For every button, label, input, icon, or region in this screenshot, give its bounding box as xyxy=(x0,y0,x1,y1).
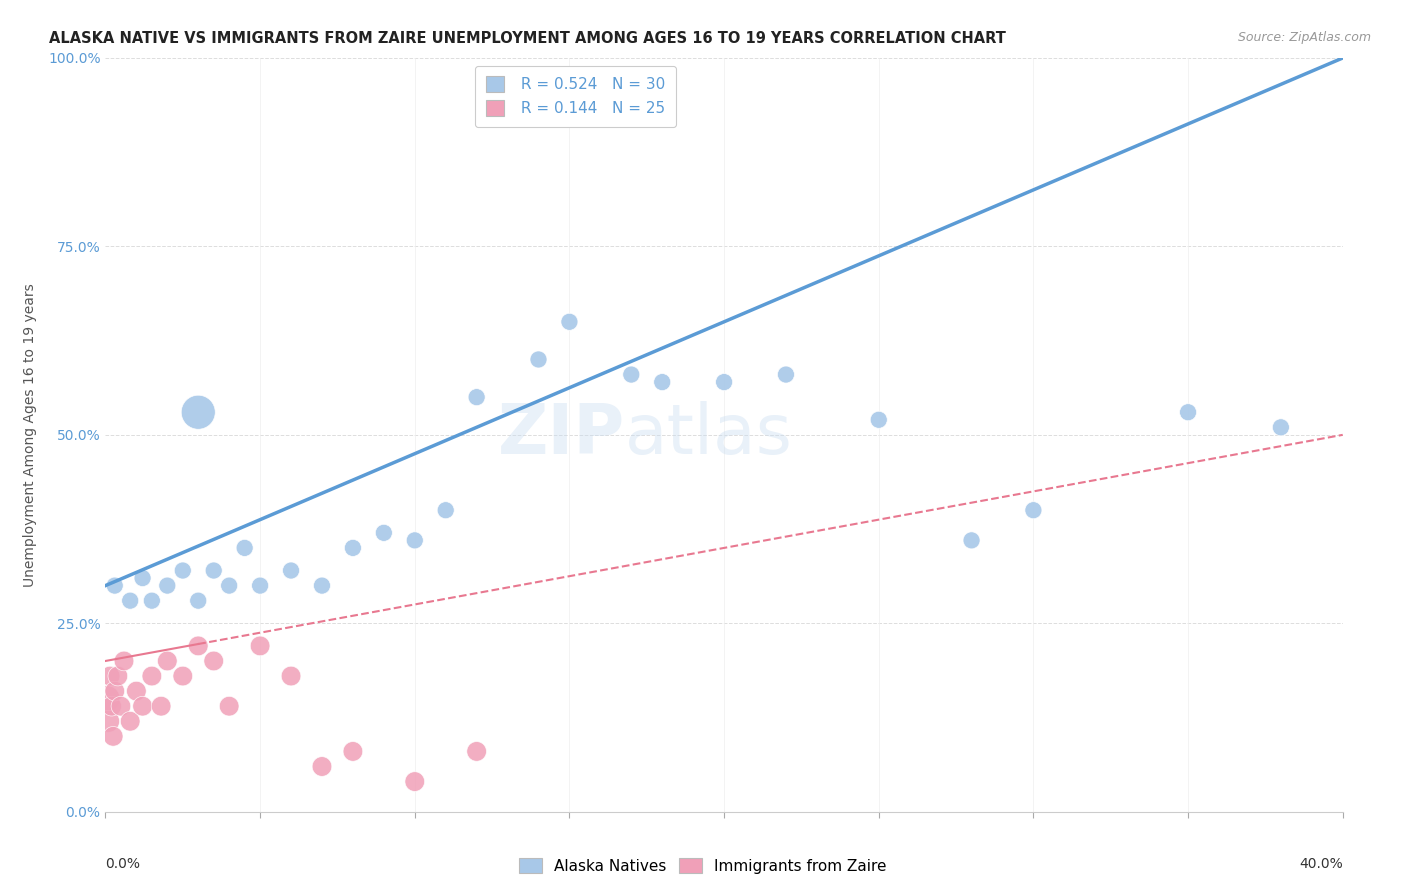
Text: 40.0%: 40.0% xyxy=(1299,857,1343,871)
Point xyxy=(107,669,129,683)
Point xyxy=(651,375,673,389)
Point xyxy=(172,564,194,578)
Point xyxy=(156,654,179,668)
Point xyxy=(342,541,364,555)
Point xyxy=(97,714,120,729)
Point xyxy=(620,368,643,382)
Point xyxy=(104,579,127,593)
Point xyxy=(141,669,163,683)
Point xyxy=(187,593,209,607)
Point xyxy=(465,390,488,404)
Y-axis label: Unemployment Among Ages 16 to 19 years: Unemployment Among Ages 16 to 19 years xyxy=(22,283,37,587)
Point xyxy=(202,654,225,668)
Point xyxy=(98,669,121,683)
Legend:  R = 0.524   N = 30,  R = 0.144   N = 25: R = 0.524 N = 30, R = 0.144 N = 25 xyxy=(475,66,676,127)
Point xyxy=(187,639,209,653)
Point xyxy=(713,375,735,389)
Point xyxy=(112,654,135,668)
Point xyxy=(141,593,163,607)
Point xyxy=(404,533,426,548)
Point xyxy=(96,691,118,706)
Point xyxy=(373,525,395,540)
Point xyxy=(311,759,333,773)
Point xyxy=(156,579,179,593)
Point xyxy=(218,579,240,593)
Point xyxy=(249,639,271,653)
Text: Source: ZipAtlas.com: Source: ZipAtlas.com xyxy=(1237,31,1371,45)
Point xyxy=(775,368,797,382)
Point xyxy=(249,579,271,593)
Point xyxy=(202,564,225,578)
Point xyxy=(125,684,148,698)
Point xyxy=(104,684,127,698)
Text: ALASKA NATIVE VS IMMIGRANTS FROM ZAIRE UNEMPLOYMENT AMONG AGES 16 TO 19 YEARS CO: ALASKA NATIVE VS IMMIGRANTS FROM ZAIRE U… xyxy=(49,31,1007,46)
Point xyxy=(218,699,240,714)
Point xyxy=(150,699,173,714)
Point xyxy=(465,744,488,758)
Point xyxy=(280,669,302,683)
Point xyxy=(187,405,209,419)
Point xyxy=(100,699,122,714)
Point xyxy=(1177,405,1199,419)
Point xyxy=(1270,420,1292,434)
Point xyxy=(131,699,153,714)
Point xyxy=(280,564,302,578)
Point xyxy=(527,352,550,367)
Point xyxy=(404,774,426,789)
Point xyxy=(342,744,364,758)
Point xyxy=(131,571,153,585)
Point xyxy=(172,669,194,683)
Legend: Alaska Natives, Immigrants from Zaire: Alaska Natives, Immigrants from Zaire xyxy=(513,852,893,880)
Point xyxy=(110,699,132,714)
Point xyxy=(558,315,581,329)
Point xyxy=(868,413,890,427)
Point xyxy=(120,714,142,729)
Point xyxy=(103,730,124,744)
Text: atlas: atlas xyxy=(626,401,793,468)
Text: ZIP: ZIP xyxy=(498,401,626,468)
Point xyxy=(233,541,256,555)
Point xyxy=(311,579,333,593)
Point xyxy=(1022,503,1045,517)
Text: 0.0%: 0.0% xyxy=(105,857,141,871)
Point xyxy=(120,593,142,607)
Point xyxy=(434,503,457,517)
Point xyxy=(960,533,983,548)
